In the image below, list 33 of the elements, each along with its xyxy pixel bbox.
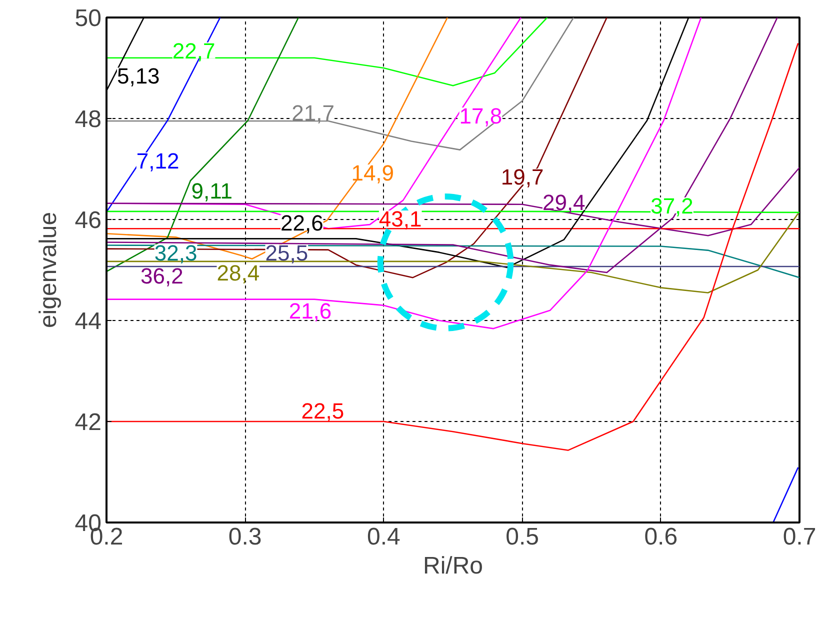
y-tick-label: 44 [74,308,102,335]
annotation: 32,3 [154,240,198,266]
x-tick-label: 0.4 [367,524,400,550]
y-tick-label: 42 [74,409,102,436]
annotation: 17,8 [459,103,502,128]
annotation: 29,4 [542,190,586,215]
annotation: 37,2 [650,193,694,218]
annotation: 22,7 [172,38,216,64]
annotation: 21,7 [292,100,334,126]
y-tick-label: 46 [74,207,102,234]
annotation: 19,7 [500,164,544,190]
annotation: 21,6 [288,298,332,324]
annotation: 22,6 [280,210,324,236]
x-tick-label: 0.3 [228,524,262,550]
y-axis-title: eigenvalue [34,212,62,328]
annotation: 14,9 [351,160,394,186]
line-series [106,18,574,150]
annotation: 7,12 [136,148,180,174]
x-tick-label: 0.5 [506,524,539,550]
annotation: 22,5 [301,398,344,424]
y-tick-label: 50 [74,5,102,32]
annotation: 43,1 [378,206,422,232]
x-tick-label: 0.6 [644,524,678,550]
y-tick-label: 48 [74,106,102,133]
annotation: 36,2 [140,264,184,289]
line-series [106,18,548,86]
x-tick-label: 0.7 [782,524,816,550]
annotation: 9,11 [191,178,232,204]
x-axis-title: Ri/Ro [422,552,484,580]
annotation: 5,13 [116,64,160,89]
annotation: 25,5 [265,240,308,266]
line-series [106,18,702,330]
annotation: 28,4 [216,260,260,286]
